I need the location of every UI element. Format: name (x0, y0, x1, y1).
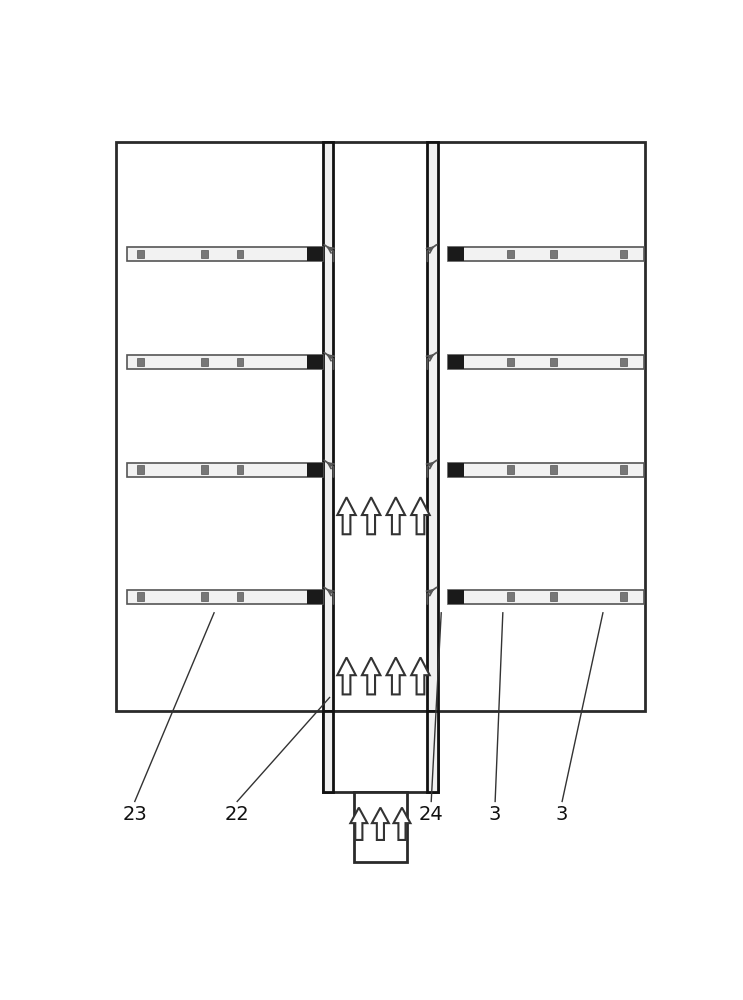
Bar (117, 142, 644, 711)
Bar (448, 463, 464, 477)
Text: 24: 24 (419, 805, 444, 824)
Bar (201, 250, 208, 258)
Bar (620, 465, 627, 474)
Bar (127, 355, 322, 369)
Bar (236, 592, 244, 601)
Bar (137, 358, 143, 366)
Bar (236, 358, 244, 366)
Bar (448, 463, 643, 477)
Polygon shape (337, 497, 356, 534)
Bar (322, 711, 438, 792)
Bar (307, 247, 322, 261)
Bar (448, 247, 464, 261)
Bar (201, 592, 208, 601)
Bar (620, 250, 627, 258)
Polygon shape (394, 808, 410, 840)
Bar (236, 250, 244, 258)
Polygon shape (411, 657, 429, 694)
Bar (620, 592, 627, 601)
Bar (448, 355, 464, 369)
Bar (307, 355, 322, 369)
Bar (448, 247, 643, 261)
Bar (427, 142, 438, 711)
Polygon shape (337, 657, 356, 694)
Bar (137, 465, 143, 474)
Text: 22: 22 (225, 805, 250, 824)
Bar (448, 590, 643, 604)
Bar (427, 711, 438, 792)
Bar (236, 465, 244, 474)
Bar (550, 592, 557, 601)
Polygon shape (351, 808, 367, 840)
Bar (550, 358, 557, 366)
Bar (507, 250, 513, 258)
Polygon shape (386, 657, 405, 694)
Polygon shape (372, 808, 389, 840)
Polygon shape (362, 657, 380, 694)
Bar (507, 358, 513, 366)
Bar (550, 465, 557, 474)
Bar (354, 792, 406, 862)
Polygon shape (386, 497, 405, 534)
Text: 3: 3 (489, 805, 502, 824)
Bar (620, 358, 627, 366)
Bar (127, 590, 322, 604)
Polygon shape (411, 497, 429, 534)
Text: 3: 3 (556, 805, 568, 824)
Bar (448, 590, 464, 604)
Text: 23: 23 (123, 805, 147, 824)
Bar (201, 465, 208, 474)
Bar (137, 250, 143, 258)
Bar (127, 463, 322, 477)
Polygon shape (362, 497, 380, 534)
Bar (448, 355, 643, 369)
Bar (307, 590, 322, 604)
Bar (507, 592, 513, 601)
Bar (137, 592, 143, 601)
Bar (307, 463, 322, 477)
Bar (322, 142, 334, 711)
Bar (550, 250, 557, 258)
Bar (201, 358, 208, 366)
Bar (322, 711, 334, 792)
Bar (507, 465, 513, 474)
Bar (127, 247, 322, 261)
